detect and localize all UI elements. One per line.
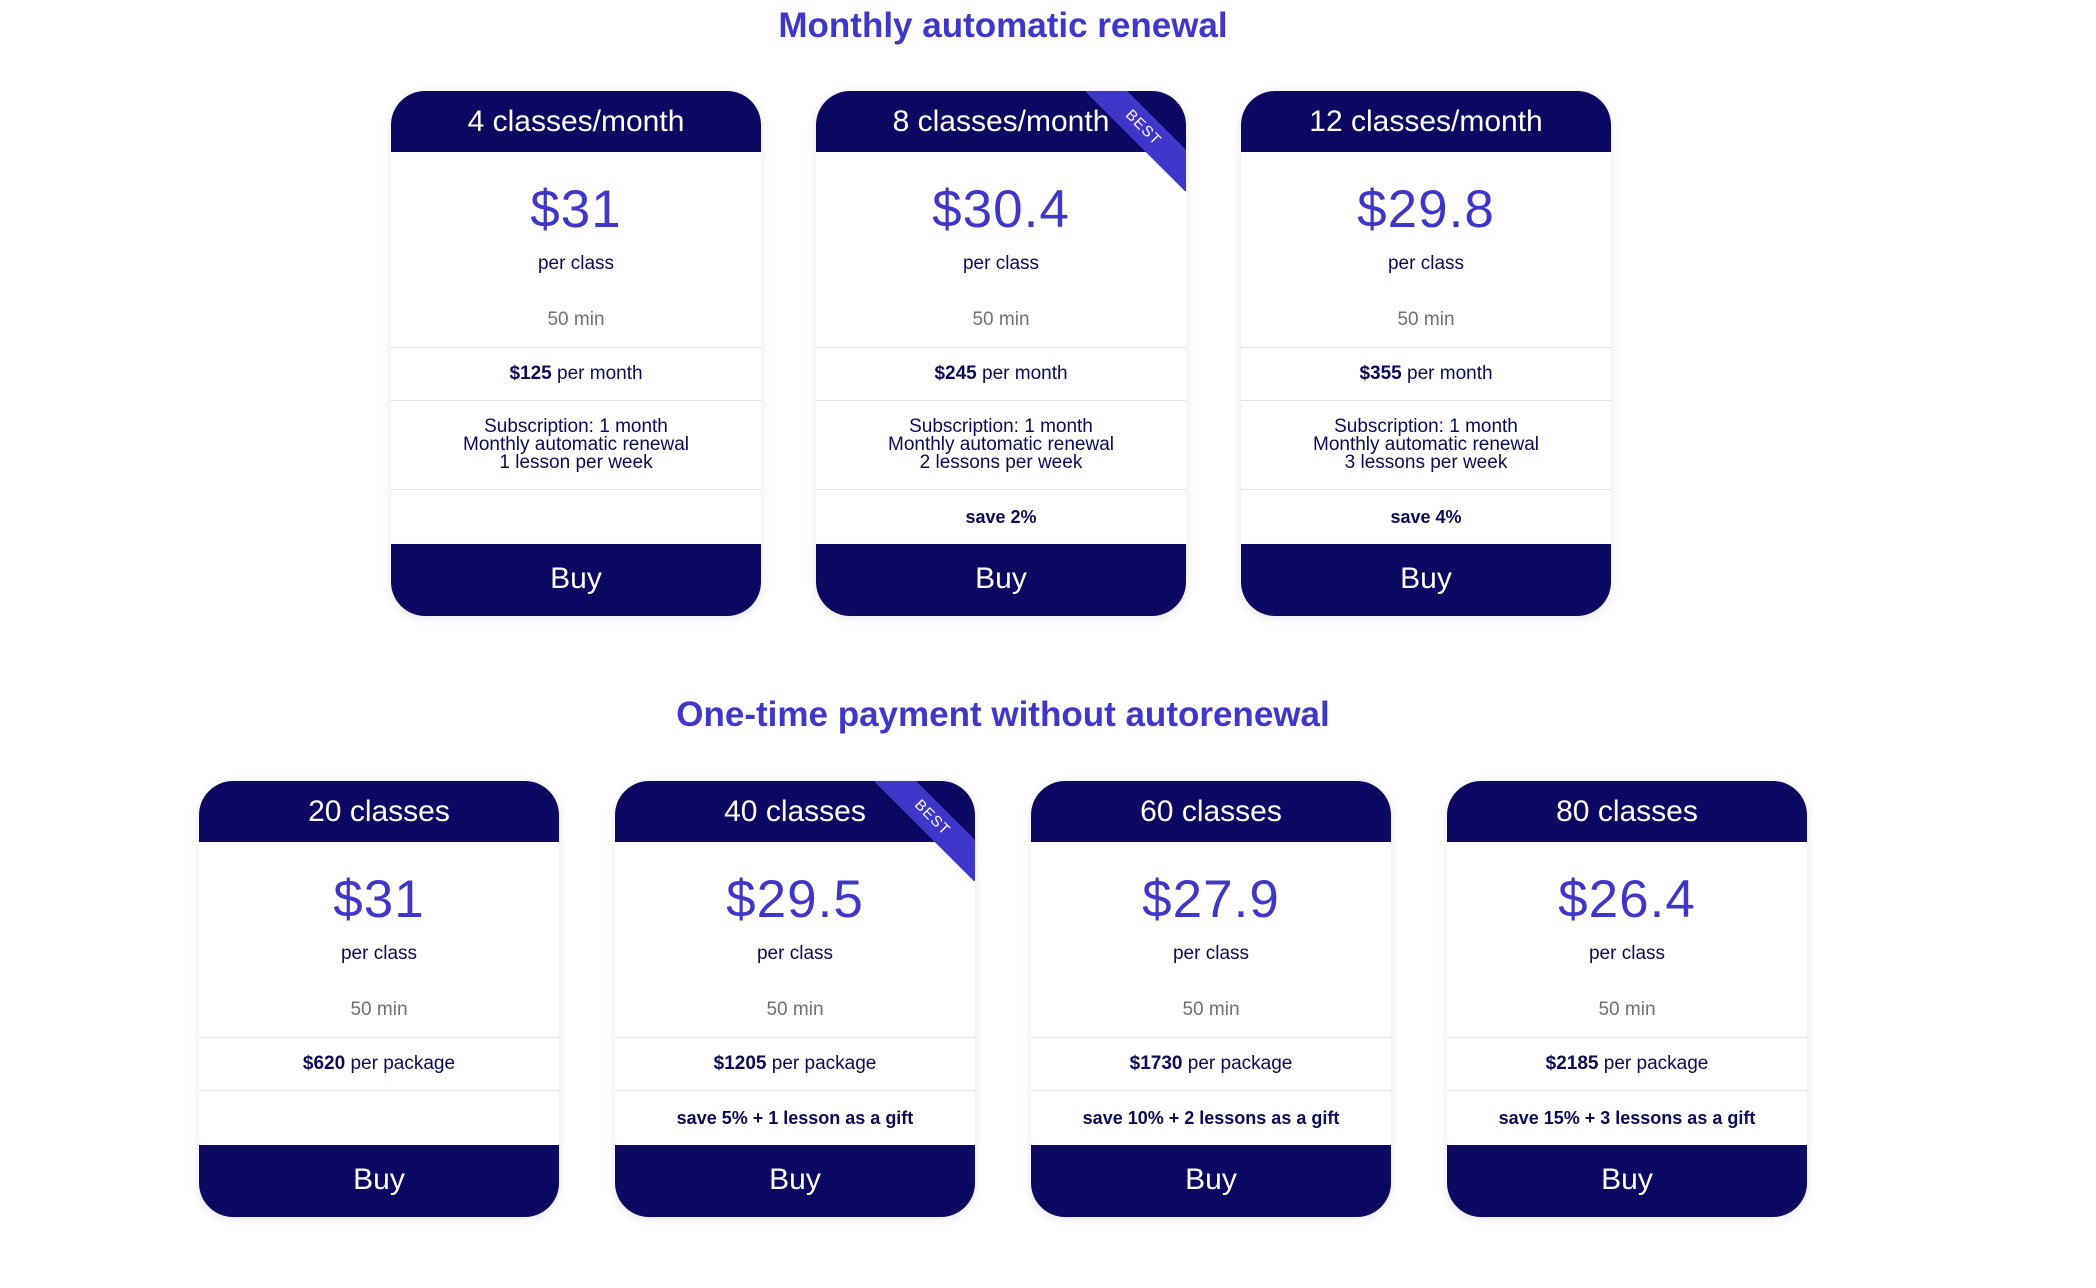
plan-total: $245 per month [816, 347, 1186, 400]
plan-price: $31 [333, 870, 425, 929]
section-title-monthly: Monthly automatic renewal [778, 6, 1228, 45]
plan-total: $125 per month [391, 347, 761, 400]
total-suffix: per package [1182, 1053, 1293, 1074]
plan-price: $29.5 [726, 870, 864, 929]
detail-line: 1 lesson per week [499, 452, 653, 473]
per-class-label: per class [340, 943, 418, 964]
lesson-duration: 50 min [350, 999, 408, 1020]
plan-header: 80 classes [1447, 781, 1807, 842]
total-amount: $245 [934, 363, 977, 384]
per-class-label: per class [537, 253, 615, 274]
buy-button[interactable]: Buy [615, 1145, 975, 1217]
per-class-label: per class [1172, 943, 1250, 964]
lesson-duration: 50 min [1397, 309, 1455, 330]
total-suffix: per month [551, 363, 643, 384]
detail-line: Monthly automatic renewal [888, 434, 1114, 455]
plan-price: $26.4 [1558, 870, 1696, 929]
lesson-duration: 50 min [547, 309, 605, 330]
lesson-duration: 50 min [766, 999, 824, 1020]
plan-price: $30.4 [932, 180, 1070, 239]
buy-button[interactable]: Buy [199, 1145, 559, 1217]
plan-header: 60 classes [1031, 781, 1391, 842]
plan-header: 40 classes [615, 781, 975, 842]
per-class-label: per class [756, 943, 834, 964]
plan-details: Subscription: 1 month Monthly automatic … [391, 400, 761, 489]
plan-total: $620 per package [199, 1037, 559, 1090]
plan-details: Subscription: 1 month Monthly automatic … [1241, 400, 1611, 489]
lesson-duration: 50 min [1182, 999, 1240, 1020]
plan-card-package-80: 80 classes $26.4 per class 50 min $2185 … [1447, 781, 1807, 1217]
plan-card-monthly-4: 4 classes/month $31 per class 50 min $12… [391, 91, 761, 616]
total-amount: $2185 [1545, 1053, 1599, 1074]
plan-savings [199, 1090, 559, 1145]
detail-line: Monthly automatic renewal [1313, 434, 1539, 455]
plan-total: $2185 per package [1447, 1037, 1807, 1090]
plan-price: $29.8 [1357, 180, 1495, 239]
plan-savings: save 10% + 2 lessons as a gift [1031, 1090, 1391, 1145]
total-amount: $620 [302, 1053, 346, 1074]
buy-button[interactable]: Buy [1241, 544, 1611, 616]
total-amount: $1730 [1129, 1053, 1183, 1074]
section-title-one-time: One-time payment without autorenewal [676, 695, 1330, 734]
total-suffix: per package [1598, 1053, 1709, 1074]
per-class-label: per class [1588, 943, 1666, 964]
plan-card-package-20: 20 classes $31 per class 50 min $620 per… [199, 781, 559, 1217]
plan-card-package-60: 60 classes $27.9 per class 50 min $1730 … [1031, 781, 1391, 1217]
plan-details: Subscription: 1 month Monthly automatic … [816, 400, 1186, 489]
plan-card-monthly-8: 8 classes/month $30.4 per class 50 min $… [816, 91, 1186, 616]
lesson-duration: 50 min [1598, 999, 1656, 1020]
buy-button[interactable]: Buy [1447, 1145, 1807, 1217]
per-class-label: per class [1387, 253, 1465, 274]
buy-button[interactable]: Buy [391, 544, 761, 616]
plan-header: 12 classes/month [1241, 91, 1611, 152]
detail-line: Subscription: 1 month [909, 416, 1093, 437]
plan-savings: save 4% [1241, 489, 1611, 544]
per-class-label: per class [962, 253, 1040, 274]
plan-header: 4 classes/month [391, 91, 761, 152]
total-amount: $1205 [713, 1053, 767, 1074]
buy-button[interactable]: Buy [816, 544, 1186, 616]
detail-line: Subscription: 1 month [484, 416, 668, 437]
total-suffix: per month [1401, 363, 1493, 384]
total-suffix: per package [345, 1053, 456, 1074]
total-amount: $355 [1359, 363, 1402, 384]
plan-header: 20 classes [199, 781, 559, 842]
detail-line: 2 lessons per week [919, 452, 1083, 473]
plan-savings: save 2% [816, 489, 1186, 544]
detail-line: Subscription: 1 month [1334, 416, 1518, 437]
total-suffix: per package [766, 1053, 877, 1074]
buy-button[interactable]: Buy [1031, 1145, 1391, 1217]
plan-savings: save 5% + 1 lesson as a gift [615, 1090, 975, 1145]
total-amount: $125 [509, 363, 552, 384]
plan-savings: save 15% + 3 lessons as a gift [1447, 1090, 1807, 1145]
plan-savings [391, 489, 761, 544]
plan-price: $31 [530, 180, 622, 239]
plan-card-package-40: 40 classes $29.5 per class 50 min $1205 … [615, 781, 975, 1217]
plan-header: 8 classes/month [816, 91, 1186, 152]
plan-total: $355 per month [1241, 347, 1611, 400]
detail-line: 3 lessons per week [1344, 452, 1508, 473]
total-suffix: per month [976, 363, 1068, 384]
plan-card-monthly-12: 12 classes/month $29.8 per class 50 min … [1241, 91, 1611, 616]
plan-price: $27.9 [1142, 870, 1280, 929]
detail-line: Monthly automatic renewal [463, 434, 689, 455]
plan-total: $1205 per package [615, 1037, 975, 1090]
plan-total: $1730 per package [1031, 1037, 1391, 1090]
lesson-duration: 50 min [972, 309, 1030, 330]
